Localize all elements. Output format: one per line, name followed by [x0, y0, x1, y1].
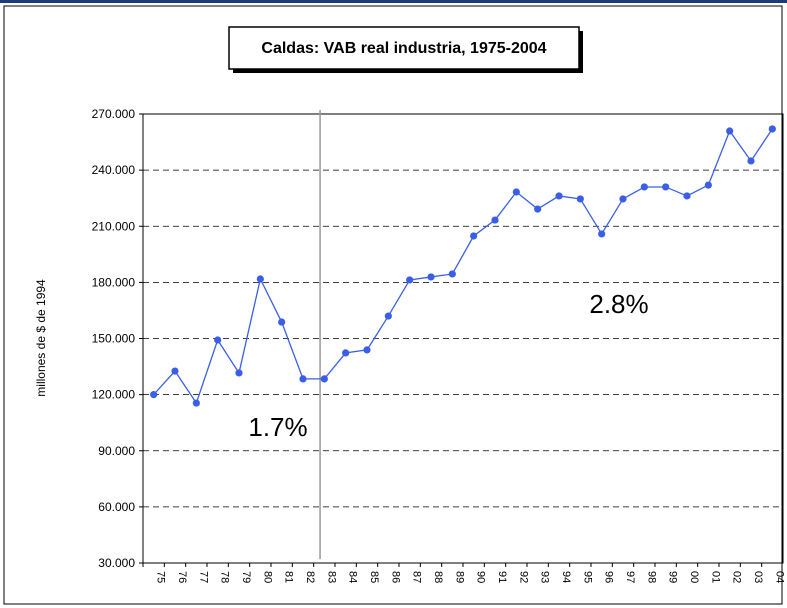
x-tick-label: 96 — [603, 571, 615, 583]
x-tick-label: 01 — [709, 571, 721, 583]
y-tick-label: 120.000 — [92, 388, 136, 402]
x-tick-label: 04 — [773, 571, 785, 583]
x-tick-label: 94 — [560, 571, 572, 583]
marker — [491, 216, 499, 224]
marker — [555, 192, 563, 200]
x-tick-label: 87 — [411, 571, 423, 583]
marker — [363, 346, 371, 354]
x-tick-label: 83 — [325, 571, 337, 583]
x-tick-label: 02 — [731, 571, 743, 583]
x-tick-label: 85 — [368, 571, 380, 583]
x-tick-label: 00 — [688, 571, 700, 583]
marker — [640, 183, 648, 191]
y-tick-label: 180.000 — [92, 275, 136, 289]
x-tick-label: 80 — [261, 571, 273, 583]
x-tick-label: 78 — [219, 571, 231, 583]
x-tick-label: 95 — [581, 571, 593, 583]
x-tick-label: 77 — [197, 571, 209, 583]
x-tick-label: 97 — [624, 571, 636, 583]
x-tick-label: 98 — [645, 571, 657, 583]
marker — [619, 195, 627, 203]
marker — [235, 369, 243, 377]
annotation: 2.8% — [589, 289, 648, 319]
y-tick-label: 210.000 — [92, 219, 136, 233]
x-tick-label: 84 — [347, 571, 359, 583]
marker — [256, 275, 264, 283]
y-tick-label: 240.000 — [92, 163, 136, 177]
frame — [3, 5, 783, 605]
x-tick-label: 76 — [176, 571, 188, 583]
x-tick-label: 91 — [496, 571, 508, 583]
x-tick-label: 88 — [432, 571, 444, 583]
marker — [704, 181, 712, 189]
chart-title: Caldas: VAB real industria, 1975-2004 — [261, 40, 546, 57]
marker — [768, 125, 776, 133]
x-tick-label: 93 — [539, 571, 551, 583]
marker — [406, 276, 414, 284]
marker — [342, 349, 350, 357]
marker — [214, 336, 222, 344]
x-tick-label: 99 — [667, 571, 679, 583]
x-tick-label: 79 — [240, 571, 252, 583]
x-tick-label: 81 — [283, 571, 295, 583]
annotation: 1.7% — [248, 412, 307, 442]
y-tick-label: 30.000 — [98, 556, 135, 570]
x-tick-label: 89 — [453, 571, 465, 583]
x-tick-label: 03 — [752, 571, 764, 583]
marker — [192, 399, 200, 407]
marker — [320, 375, 328, 383]
title-box — [228, 26, 580, 70]
marker — [534, 205, 542, 213]
y-tick-label: 60.000 — [98, 500, 135, 514]
marker — [150, 391, 158, 399]
line — [153, 128, 773, 405]
marker — [662, 183, 670, 191]
marker — [299, 375, 307, 383]
marker — [171, 367, 179, 375]
y-tick-label: 150.000 — [92, 332, 136, 346]
marker — [598, 230, 606, 238]
x-tick-label: 92 — [517, 571, 529, 583]
marker — [448, 270, 456, 278]
marker — [427, 273, 435, 281]
y-tick-label: 270.000 — [92, 107, 136, 121]
y-tick-label: 90.000 — [98, 444, 135, 458]
marker — [726, 127, 734, 135]
marker — [470, 232, 478, 240]
y-axis-label: millones de $ de 1994 — [34, 279, 48, 397]
x-tick-label: 82 — [304, 571, 316, 583]
marker — [747, 157, 755, 165]
marker — [278, 318, 286, 326]
marker — [576, 195, 584, 203]
marker — [512, 188, 520, 196]
x-tick-label: 90 — [475, 571, 487, 583]
top-border — [0, 0, 787, 3]
x-tick-label: 75 — [155, 571, 167, 583]
x-tick-label: 86 — [389, 571, 401, 583]
marker — [683, 192, 691, 200]
marker — [384, 312, 392, 320]
